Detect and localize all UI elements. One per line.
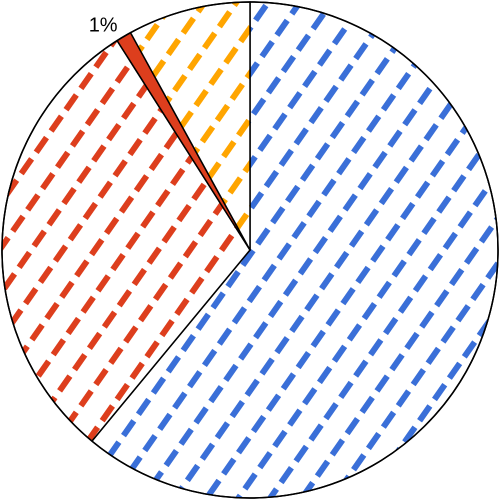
labels-layer: 1% (89, 14, 118, 36)
slice-label-3: 1% (89, 14, 118, 36)
